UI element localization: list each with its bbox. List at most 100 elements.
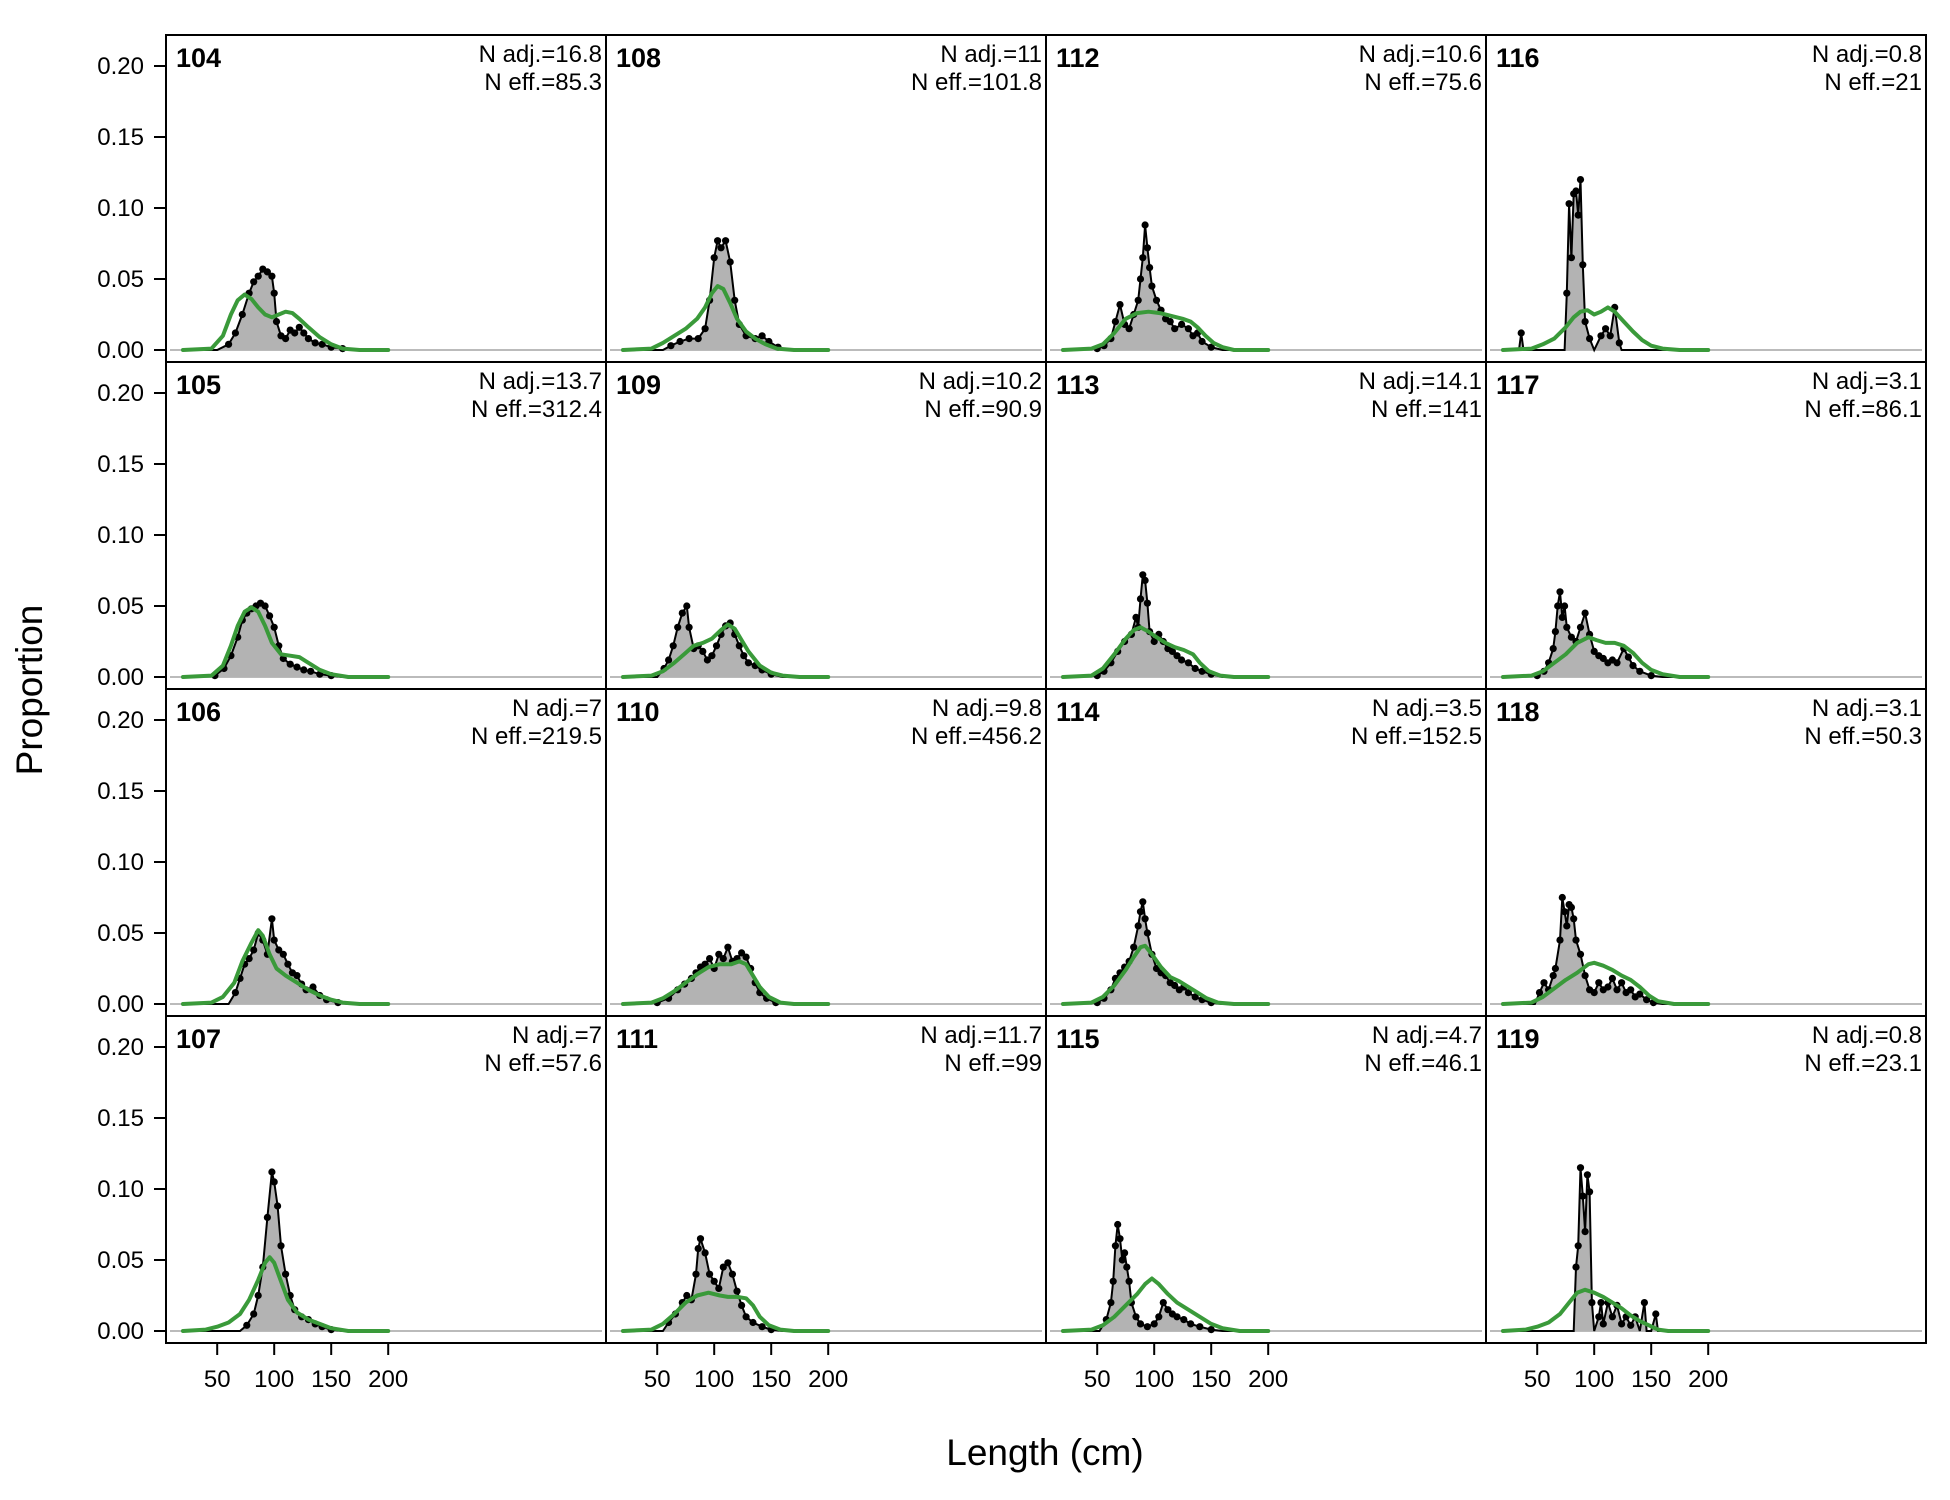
observed-point — [726, 258, 734, 266]
observed-point — [703, 656, 712, 664]
n-eff-label: N eff.=46.1 — [1364, 1050, 1482, 1077]
n-adj-label: N adj.=7 — [512, 695, 602, 722]
observed-point — [724, 1259, 732, 1267]
observed-point — [250, 1310, 258, 1318]
observed-point — [1136, 908, 1145, 916]
y-tick-label: 0.20 — [97, 53, 144, 80]
observed-point — [272, 318, 281, 326]
observed-point — [1597, 332, 1605, 340]
observed-point — [714, 237, 722, 245]
observed-point — [1629, 662, 1637, 670]
y-tick-label: 0.00 — [97, 337, 144, 364]
observed-point — [742, 1313, 750, 1321]
y-tick-label: 0.05 — [97, 593, 144, 620]
observed-point — [735, 642, 743, 650]
observed-point — [1581, 1228, 1589, 1236]
y-axis: 0.00 0.05 0.10 0.15 0.20 0.00 0.05 0.10 0.15 0.20… — [97, 53, 166, 1345]
observed-point — [1173, 1313, 1181, 1321]
observed-point — [238, 310, 246, 319]
observed-point — [715, 950, 723, 958]
observed-point — [1643, 996, 1651, 1004]
observed-point — [309, 983, 317, 991]
observed-point — [277, 1242, 285, 1250]
panel-label: 105 — [176, 370, 221, 400]
observed-point — [1191, 664, 1199, 673]
observed-point — [1180, 1316, 1188, 1324]
observed-point — [744, 659, 753, 667]
observed-point — [270, 1178, 278, 1186]
observed-point — [1111, 318, 1119, 326]
observed-point — [1563, 623, 1571, 631]
x-tick-label: 100 — [1574, 1366, 1614, 1393]
observed-point — [1567, 903, 1575, 912]
observed-point — [1624, 653, 1632, 661]
n-adj-label: N adj.=10.2 — [919, 368, 1042, 395]
panel-label: 117 — [1496, 370, 1540, 400]
observed-point — [1618, 979, 1626, 987]
observed-points — [1517, 176, 1623, 347]
observed-point — [728, 1270, 737, 1278]
observed-point — [274, 1202, 282, 1210]
observed-point — [1549, 645, 1557, 653]
observed-point — [1123, 1263, 1131, 1271]
x-tick-label: 50 — [1084, 1366, 1111, 1393]
n-eff-label: N eff.=141 — [1371, 396, 1482, 423]
observed-line — [1062, 901, 1269, 1005]
observed-point — [1579, 1192, 1587, 1200]
observed-point — [722, 237, 730, 245]
observed-area — [623, 1238, 829, 1331]
observed-point — [719, 955, 727, 963]
observed-point — [749, 1318, 757, 1327]
panel-border — [1485, 1015, 1927, 1344]
observed-point — [706, 955, 714, 963]
observed-point — [266, 612, 274, 620]
observed-point — [1627, 1321, 1635, 1329]
y-tick-label: 0.10 — [97, 195, 144, 222]
panel-label: 111 — [616, 1024, 658, 1054]
observed-point — [758, 1323, 766, 1331]
observed-point — [685, 335, 693, 343]
expected-line — [1501, 305, 1711, 352]
observed-point — [1107, 1299, 1115, 1307]
observed-line — [1503, 179, 1709, 353]
observed-points — [1102, 1220, 1215, 1334]
observed-point — [1111, 1242, 1119, 1250]
observed-point — [1125, 325, 1133, 333]
observed-point — [706, 1270, 714, 1278]
observed-point — [293, 663, 301, 671]
observed-point — [1171, 325, 1179, 333]
observed-point — [1168, 647, 1176, 656]
n-adj-label: N adj.=0.8 — [1812, 1022, 1922, 1049]
observed-point — [1136, 275, 1145, 283]
observed-point — [1143, 929, 1151, 937]
observed-area — [1063, 1224, 1269, 1331]
observed-point — [742, 953, 750, 961]
observed-point — [231, 329, 239, 337]
observed-point — [1152, 296, 1161, 304]
observed-point — [699, 647, 707, 656]
n-adj-label: N adj.=14.1 — [1359, 368, 1482, 395]
n-adj-label: N adj.=10.6 — [1359, 41, 1482, 68]
observed-point — [1599, 1320, 1607, 1328]
panel-label: 104 — [176, 43, 221, 73]
observed-line — [1503, 1167, 1709, 1332]
observed-point — [1143, 599, 1151, 607]
observed-point — [279, 950, 287, 958]
observed-point — [1604, 983, 1612, 991]
observed-area — [1063, 225, 1269, 350]
panel-label: 115 — [1056, 1024, 1100, 1054]
observed-point — [1579, 261, 1587, 269]
panel-label: 107 — [176, 1024, 221, 1054]
observed-point — [1615, 339, 1623, 347]
observed-point — [1198, 337, 1206, 346]
observed-point — [1121, 1249, 1129, 1257]
observed-point — [1116, 1235, 1124, 1243]
x-tick-label: 100 — [694, 1366, 734, 1393]
observed-point — [676, 337, 684, 346]
expected-line — [181, 1255, 391, 1333]
observed-point — [731, 296, 739, 304]
observed-point — [1171, 981, 1179, 990]
y-tick-label: 0.20 — [97, 707, 144, 734]
observed-point — [1608, 974, 1616, 983]
x-tick-label: 150 — [1191, 1366, 1231, 1393]
